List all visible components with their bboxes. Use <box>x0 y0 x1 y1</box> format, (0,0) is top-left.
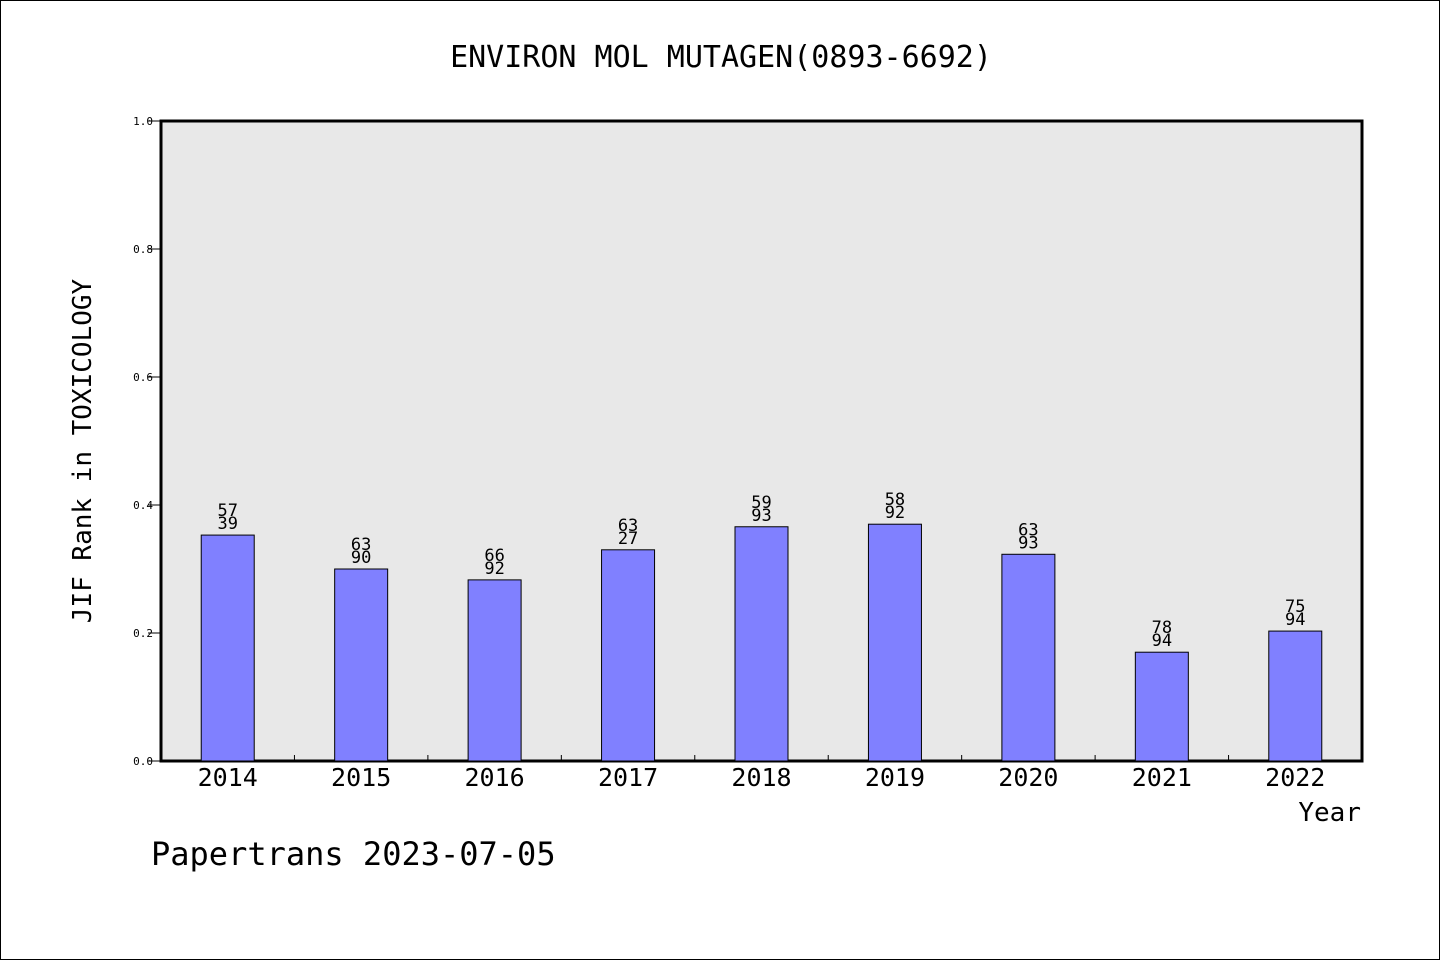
bar-total-label: 93 <box>751 506 771 526</box>
footer-credit: Papertrans 2023-07-05 <box>151 835 556 873</box>
bar-total-label: 27 <box>618 529 638 549</box>
y-tick-label: 0.4 <box>133 499 153 512</box>
chart-title: ENVIRON MOL MUTAGEN(0893-6692) <box>450 40 992 75</box>
bar-2015 <box>334 568 389 762</box>
x-tick-label: 2014 <box>198 763 258 792</box>
y-tick-label: 0.2 <box>133 627 153 640</box>
bar-rank-label: 78 <box>1152 618 1172 638</box>
bar-2016 <box>467 579 522 762</box>
bar-rank-label: 59 <box>751 493 771 513</box>
x-axis: 2014 2015 2016 2017 2018 2019 2020 2021 2022 <box>198 755 1325 792</box>
bar-2022 <box>1268 630 1323 762</box>
bar-rank-label: 57 <box>217 501 237 521</box>
x-tick-label: 2017 <box>598 763 658 792</box>
x-axis-label: Year <box>1298 798 1361 828</box>
y-tick-label: 1.0 <box>133 115 153 128</box>
bar-total-label: 90 <box>351 548 371 568</box>
x-tick-label: 2016 <box>465 763 525 792</box>
bar-rank-label: 75 <box>1285 597 1305 617</box>
bar-2018 <box>734 526 789 762</box>
y-tick-label: 0.8 <box>133 243 153 256</box>
x-tick-label: 2018 <box>731 763 791 792</box>
x-tick-label: 2020 <box>998 763 1058 792</box>
bar-rank-label: 58 <box>885 490 905 510</box>
y-axis-label: JIF Rank in TOXICOLOGY <box>68 278 98 623</box>
bars <box>200 523 1323 762</box>
bar-total-label: 92 <box>484 559 504 579</box>
x-tick-label: 2021 <box>1132 763 1192 792</box>
bar-2020 <box>1001 553 1056 762</box>
x-tick-label: 2019 <box>865 763 925 792</box>
y-tick-label: 0.0 <box>133 755 153 768</box>
bar-2017 <box>601 549 656 762</box>
bar-rank-label: 63 <box>618 516 638 536</box>
x-tick-label: 2015 <box>331 763 391 792</box>
bar-rank-label: 66 <box>484 546 504 566</box>
y-axis: 0.0 0.2 0.4 0.6 0.8 1.0 <box>133 115 161 768</box>
bar-total-label: 94 <box>1152 631 1172 651</box>
bar-2021 <box>1134 651 1189 762</box>
bar-rank-label: 63 <box>1018 520 1038 540</box>
y-tick-label: 0.6 <box>133 371 153 384</box>
bar-total-label: 93 <box>1018 533 1038 553</box>
bar-rank-label: 63 <box>351 535 371 555</box>
bar-total-label: 92 <box>885 503 905 523</box>
bar-2019 <box>867 523 922 762</box>
bar-2014 <box>200 534 255 762</box>
bar-total-label: 94 <box>1285 610 1305 630</box>
x-tick-label: 2022 <box>1265 763 1325 792</box>
bar-total-label: 39 <box>217 514 237 534</box>
